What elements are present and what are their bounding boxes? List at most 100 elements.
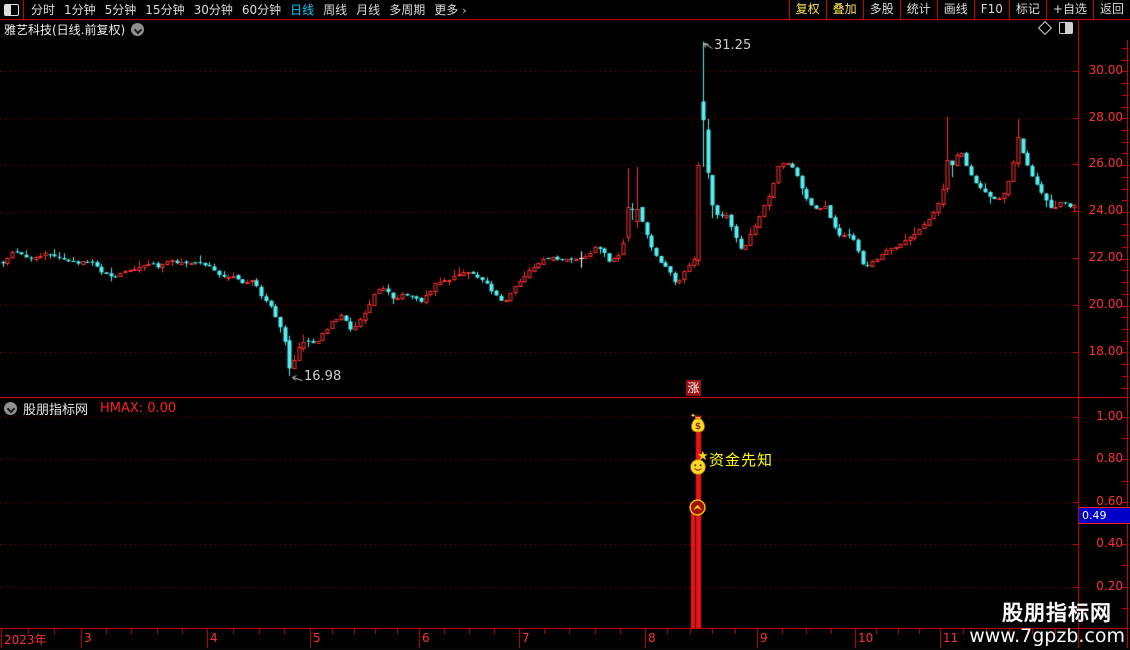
- stock-title: 雅艺科技(日线.前复权): [4, 23, 126, 37]
- week-tick: [182, 629, 183, 634]
- indicator-value-label: 0.40: [1096, 536, 1123, 550]
- axis-tick: [1122, 142, 1127, 143]
- indicator-collapse-icon[interactable]: [4, 402, 17, 415]
- week-tick: [569, 629, 570, 634]
- week-tick: [712, 629, 713, 634]
- period-tab-月线[interactable]: 月线: [356, 3, 381, 17]
- action-button-复权[interactable]: 复权: [788, 0, 826, 19]
- axis-tick: [1122, 200, 1127, 201]
- axis-tick: [1122, 438, 1127, 439]
- axis-tick: [1122, 224, 1127, 225]
- indicator-name: 股朋指标网: [23, 403, 89, 418]
- axis-tick: [1122, 341, 1127, 342]
- action-button-标记[interactable]: 标记: [1008, 0, 1046, 19]
- date-label: 5: [313, 631, 321, 645]
- panel-layout-icon[interactable]: [1059, 22, 1073, 34]
- indicator-value-label: 1.00: [1096, 409, 1123, 423]
- high-price-annotation: 31.25: [714, 38, 752, 53]
- indicator-value-label: 0.20: [1096, 579, 1123, 593]
- week-tick: [986, 629, 987, 634]
- date-label: 4: [210, 631, 218, 645]
- period-tab-30分钟[interactable]: 30分钟: [193, 3, 233, 17]
- axis-tick: [1073, 305, 1078, 306]
- date-label: 10: [858, 631, 874, 645]
- axis-tick: [1122, 417, 1127, 418]
- week-tick: [106, 629, 107, 634]
- axis-tick: [1122, 502, 1127, 503]
- month-divider: [310, 629, 311, 648]
- period-tab-60分钟[interactable]: 60分钟: [241, 3, 282, 17]
- week-tick: [1009, 629, 1010, 634]
- period-tab-更多[interactable]: 更多 ›: [434, 3, 467, 17]
- diamond-icon[interactable]: [1037, 20, 1053, 36]
- action-button-画线[interactable]: 画线: [936, 0, 974, 19]
- axis-tick: [1073, 502, 1078, 503]
- price-label: 30.00: [1088, 63, 1123, 77]
- week-tick: [544, 629, 545, 634]
- period-tab-分时[interactable]: 分时: [31, 3, 56, 17]
- axis-tick: [1122, 189, 1127, 190]
- axis-tick: [1122, 259, 1127, 260]
- month-divider: [81, 629, 82, 648]
- axis-tick: [1122, 329, 1127, 330]
- axis-tick: [1122, 165, 1127, 166]
- period-tab-15分钟[interactable]: 15分钟: [145, 3, 185, 17]
- date-label: 7: [522, 631, 530, 645]
- axis-tick: [1122, 294, 1127, 295]
- action-button-多股[interactable]: 多股: [862, 0, 900, 19]
- week-tick: [898, 629, 899, 634]
- indicator-chart-canvas[interactable]: [0, 398, 1078, 628]
- axis-tick: [1122, 60, 1127, 61]
- action-button-返回[interactable]: 返回: [1092, 0, 1130, 19]
- period-tab-1分钟[interactable]: 1分钟: [64, 3, 96, 17]
- period-tab-多周期[interactable]: 多周期: [389, 3, 426, 17]
- date-label: 3: [84, 631, 92, 645]
- axis-tick: [1122, 388, 1127, 389]
- action-button-叠加[interactable]: 叠加: [825, 0, 863, 19]
- candlestick-chart-canvas[interactable]: [0, 40, 1078, 398]
- axis-tick: [1122, 459, 1127, 460]
- axis-tick: [1073, 164, 1078, 165]
- axis-tick: [1122, 153, 1127, 154]
- action-button-F10[interactable]: F10: [973, 0, 1009, 19]
- axis-tick: [1073, 587, 1078, 588]
- axis-tick: [1122, 48, 1127, 49]
- month-divider: [419, 629, 420, 648]
- week-tick: [444, 629, 445, 634]
- axis-tick: [1122, 608, 1127, 609]
- price-label: 28.00: [1088, 110, 1123, 124]
- money-bag-icon: $: [690, 413, 705, 433]
- layout-toggle-button[interactable]: [0, 0, 24, 19]
- axis-border-line: [1078, 19, 1079, 648]
- week-tick: [284, 629, 285, 634]
- axis-tick: [1122, 118, 1127, 119]
- indicator-readout: HMAX: 0.00: [100, 401, 176, 416]
- axis-tick: [1073, 544, 1078, 545]
- axis-tick: [1122, 83, 1127, 84]
- rise-badge: 涨: [686, 380, 701, 396]
- panel-divider-line: [0, 397, 1128, 398]
- week-tick: [690, 629, 691, 634]
- month-divider: [519, 629, 520, 648]
- action-button-统计[interactable]: 统计: [899, 0, 937, 19]
- week-tick: [28, 629, 29, 634]
- action-button-+自选[interactable]: +自选: [1045, 0, 1093, 19]
- week-tick: [233, 629, 234, 634]
- month-divider: [645, 629, 646, 648]
- date-label: 9: [760, 631, 768, 645]
- signal-label: 资金先知: [709, 451, 774, 469]
- title-dropdown-icon[interactable]: [131, 23, 145, 36]
- more-arrow-icon: ›: [462, 4, 467, 17]
- axis-tick: [1073, 459, 1078, 460]
- month-divider: [1, 629, 2, 648]
- price-label: 18.00: [1088, 344, 1123, 358]
- week-tick: [595, 629, 596, 634]
- indicator-header: 股朋指标网 HMAX: 0.00: [4, 399, 176, 418]
- period-tab-日线[interactable]: 日线: [290, 3, 315, 17]
- month-divider: [940, 629, 941, 648]
- period-tab-周线[interactable]: 周线: [323, 3, 348, 17]
- axis-tick: [1073, 417, 1078, 418]
- period-tab-5分钟[interactable]: 5分钟: [104, 3, 137, 17]
- week-tick: [963, 629, 964, 634]
- top-toolbar: 分时 1分钟 5分钟 15分钟 30分钟 60分钟 日线 周线 月线 多周期 更多 › 复权 叠加 多股统…: [0, 0, 1130, 20]
